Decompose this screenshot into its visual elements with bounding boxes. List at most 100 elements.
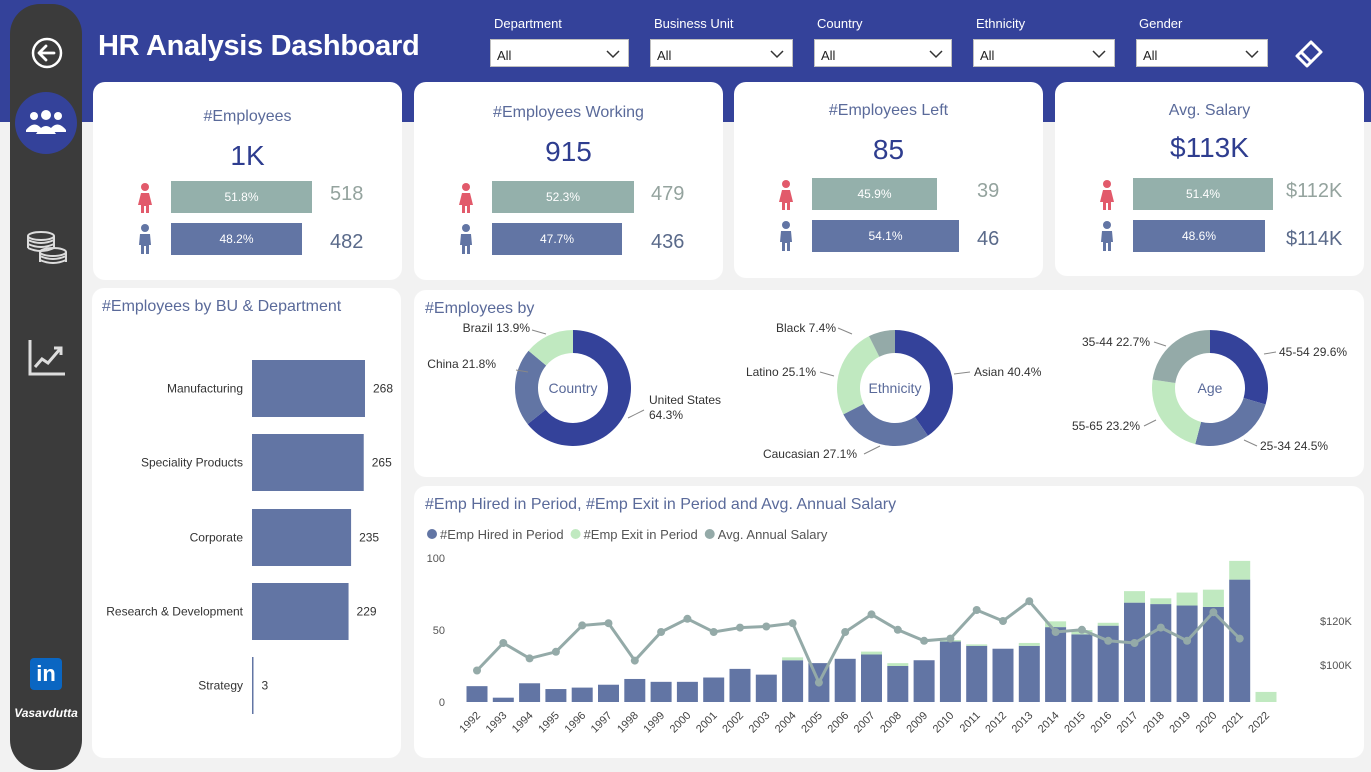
employees-by-card: #Employees by United States 64.3% China 21… <box>414 290 1364 477</box>
page-title: HR Analysis Dashboard <box>98 30 420 62</box>
x-tick-label: 1999 <box>641 710 667 736</box>
x-tick-label: 1993 <box>484 710 510 736</box>
clear-filters-button[interactable] <box>1290 36 1328 72</box>
salary-point <box>1077 625 1086 634</box>
hired-bar <box>1097 625 1119 702</box>
x-tick-label: 2005 <box>799 710 825 736</box>
donut-slice-label: United States <box>649 393 721 407</box>
female-count: 39 <box>977 180 1000 202</box>
salary-point <box>630 656 639 665</box>
salary-point <box>551 647 560 656</box>
x-tick-label: 1995 <box>536 710 562 736</box>
hired-bar <box>861 654 882 702</box>
slicer-country[interactable]: All <box>814 39 952 67</box>
kpi-title: Avg. Salary <box>1168 102 1251 119</box>
slicer-business-unit[interactable]: All <box>650 39 793 67</box>
hired-bar <box>1045 627 1067 702</box>
hired-bar <box>466 686 488 702</box>
hired-bar <box>966 645 988 702</box>
bar-category-label: Corporate <box>190 531 244 545</box>
exit-bar <box>1124 591 1145 603</box>
salary-point <box>814 678 823 687</box>
hired-bar <box>1018 645 1040 702</box>
hired-bar <box>729 668 751 702</box>
legend-marker <box>704 529 715 539</box>
donut-slice-brazil <box>528 330 573 366</box>
male-count: 482 <box>330 231 364 253</box>
nav-salary-button[interactable] <box>22 226 72 270</box>
linkedin-link[interactable]: in <box>30 658 62 690</box>
donut-leader-line <box>1263 351 1277 355</box>
slicer-gender[interactable]: All <box>1136 39 1268 67</box>
eraser-icon <box>1295 40 1323 68</box>
x-tick-label: 1997 <box>589 710 615 736</box>
x-tick-label: 2008 <box>878 710 904 736</box>
kpi-value: 1K <box>230 140 265 171</box>
donut-leader-line <box>953 371 971 375</box>
salary-point <box>1051 628 1060 636</box>
y-right-tick-label: $100K <box>1320 660 1352 672</box>
female-pct: 45.9% <box>857 187 892 201</box>
male-icon <box>1101 221 1113 251</box>
x-tick-label: 2007 <box>852 710 878 736</box>
x-tick-label: 2014 <box>1036 710 1062 736</box>
bar-speciality-products <box>252 434 364 491</box>
hired-bar <box>703 677 725 702</box>
hired-bar <box>1071 634 1093 702</box>
hired-bar <box>676 681 698 702</box>
bar-strategy <box>252 657 254 714</box>
donut-leader-line <box>819 371 835 377</box>
bar-category-label: Strategy <box>198 679 243 693</box>
bar-category-label: Speciality Products <box>141 456 243 470</box>
exit-bar <box>1018 642 1040 646</box>
exit-bar <box>1097 622 1119 626</box>
x-tick-label: 2006 <box>826 710 852 736</box>
x-tick-label: 2003 <box>747 710 773 736</box>
x-tick-label: 2004 <box>773 710 799 736</box>
slicer-ethnicity[interactable]: All <box>973 39 1115 67</box>
female-count: 518 <box>330 183 364 205</box>
hired-bar <box>1124 602 1145 702</box>
donut-slice-label: 64.3% <box>649 408 683 422</box>
legend-label: #Emp Exit in Period <box>584 527 698 542</box>
donut-slice-45-54 <box>1210 330 1268 405</box>
hired-bar <box>571 687 593 702</box>
hired-bar <box>913 660 935 702</box>
legend-label: Avg. Annual Salary <box>718 527 828 542</box>
male-pct: 48.6% <box>1181 229 1217 243</box>
kpi-value: 85 <box>872 134 905 165</box>
salary-point <box>1209 608 1218 617</box>
slicer-label-ethnicity: Ethnicity <box>976 16 1026 31</box>
x-tick-label: 2018 <box>1141 710 1167 736</box>
back-button[interactable] <box>30 36 64 70</box>
x-tick-label: 2011 <box>958 710 983 735</box>
nav-trend-button[interactable] <box>26 336 68 378</box>
chevron-down-icon <box>1245 50 1259 59</box>
exit-bar <box>782 657 804 661</box>
bar-value-label: 3 <box>262 679 269 693</box>
donut-slice-united-states <box>527 330 631 446</box>
male-pct: 48.2% <box>219 232 254 246</box>
x-tick-label: 2009 <box>904 710 930 736</box>
female-count: 479 <box>651 183 685 205</box>
hired-bar <box>939 641 961 702</box>
donut-slice-asian <box>895 330 954 436</box>
hired-bar <box>545 689 567 702</box>
chevron-down-icon <box>929 50 943 59</box>
hired-bar <box>1150 604 1172 702</box>
x-tick-label: 2001 <box>694 710 720 736</box>
donut-leader-line <box>531 329 547 335</box>
kpi-value: 915 <box>545 136 592 167</box>
x-tick-label: 2016 <box>1089 710 1115 736</box>
x-tick-label: 2021 <box>1220 710 1246 736</box>
nav-employees-button[interactable] <box>15 92 77 154</box>
slicer-value: All <box>657 48 672 63</box>
salary-point <box>999 617 1007 625</box>
slicer-label-department: Department <box>494 16 562 31</box>
bar-value-label: 229 <box>357 605 377 619</box>
y-left-tick-label: 0 <box>439 697 445 709</box>
slicer-department[interactable]: All <box>490 39 629 67</box>
donut-slice-label: Latino 25.1% <box>746 365 816 379</box>
male-bar: 54.1% <box>812 220 959 252</box>
female-icon <box>779 180 793 210</box>
